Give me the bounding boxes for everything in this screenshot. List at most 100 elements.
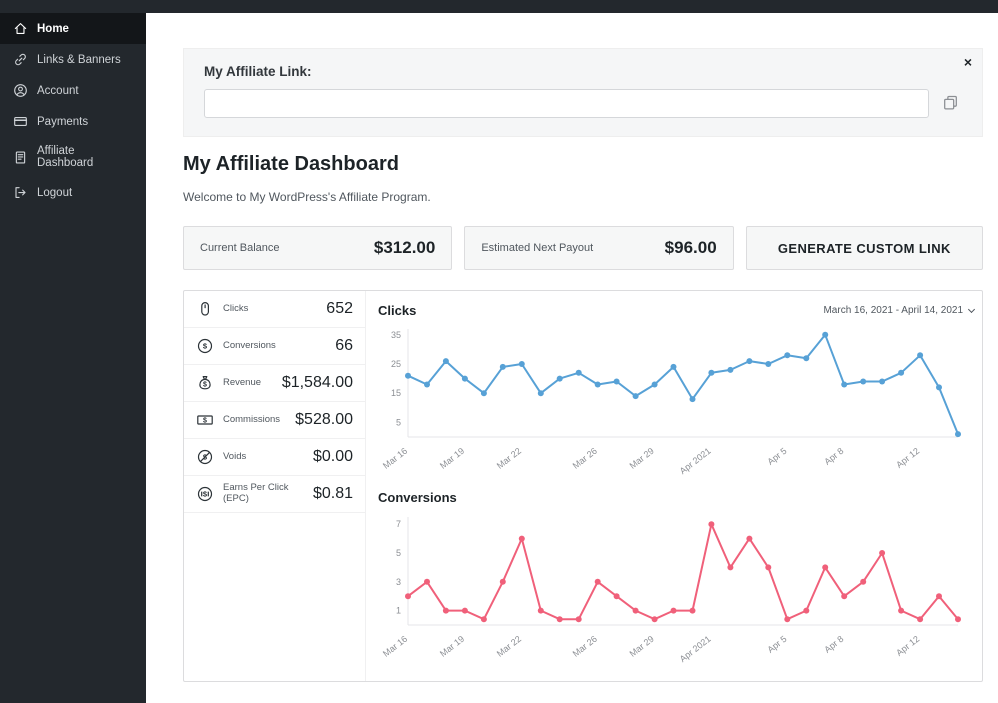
svg-text:Mar 22: Mar 22 xyxy=(495,446,523,471)
dashboard-panel: Clicks 652 $ Conversions 66 $ Revenue $1… xyxy=(183,290,983,682)
affiliate-link-panel: × My Affiliate Link: xyxy=(183,48,983,137)
svg-text:Mar 29: Mar 29 xyxy=(628,446,656,471)
date-range-selector[interactable]: March 16, 2021 - April 14, 2021 xyxy=(823,304,976,316)
svg-text:Mar 19: Mar 19 xyxy=(438,446,466,471)
copy-button[interactable] xyxy=(939,91,962,117)
stat-value: 66 xyxy=(335,337,353,354)
charts-column: Clicks March 16, 2021 - April 14, 2021 5… xyxy=(366,291,982,681)
sidebar: Home Links & Banners Account Payments Af… xyxy=(0,13,146,703)
current-balance-value: $312.00 xyxy=(373,238,436,257)
conversions-chart: 1 3 5 7 Mar 16 Mar 19 Mar 22 Mar 26 Mar 29 Apr 20… xyxy=(381,517,961,664)
svg-text:Apr 8: Apr 8 xyxy=(822,634,845,655)
svg-text:$: $ xyxy=(203,418,207,425)
top-admin-bar xyxy=(0,0,998,13)
svg-text:Mar 26: Mar 26 xyxy=(571,634,599,659)
clicks-chart: 5 15 25 35 Mar 16 Mar 19 Mar 22 Mar 26 Mar 29 Apr… xyxy=(381,329,961,476)
svg-text:Apr 8: Apr 8 xyxy=(822,446,845,467)
stat-label: Voids xyxy=(223,450,247,462)
links-icon xyxy=(13,52,28,67)
sidebar-item-logout[interactable]: Logout xyxy=(0,177,146,208)
svg-text:$: $ xyxy=(203,342,208,351)
svg-text:Apr 5: Apr 5 xyxy=(765,446,788,467)
svg-text:Mar 29: Mar 29 xyxy=(628,634,656,659)
sidebar-item-label: Logout xyxy=(37,186,73,199)
stat-row-epc: $ Earns Per Click (EPC) $0.81 xyxy=(184,476,365,513)
svg-text:25: 25 xyxy=(391,359,401,369)
next-payout-label: Estimated Next Payout xyxy=(481,242,594,254)
stat-value: 652 xyxy=(326,300,353,317)
stat-value: $1,584.00 xyxy=(281,374,353,391)
chevron-down-icon xyxy=(967,305,976,313)
svg-text:5: 5 xyxy=(396,548,401,558)
stat-row-clicks: Clicks 652 xyxy=(184,291,365,328)
svg-text:3: 3 xyxy=(396,577,401,587)
svg-text:Mar 26: Mar 26 xyxy=(571,446,599,471)
stat-value: $528.00 xyxy=(295,411,353,428)
current-balance-label: Current Balance xyxy=(200,242,280,254)
clicks-chart-title: Clicks xyxy=(378,302,417,318)
svg-text:Mar 19: Mar 19 xyxy=(438,634,466,659)
sidebar-item-label: Links & Banners xyxy=(37,53,121,66)
sidebar-item-home[interactable]: Home xyxy=(0,13,146,44)
sidebar-item-payments[interactable]: Payments xyxy=(0,106,146,137)
sidebar-item-label: Affiliate Dashboard xyxy=(37,145,94,169)
sidebar-item-label: Payments xyxy=(37,115,89,128)
svg-text:Apr 5: Apr 5 xyxy=(765,634,788,655)
stats-column: Clicks 652 $ Conversions 66 $ Revenue $1… xyxy=(184,291,366,681)
sidebar-item-links-banners[interactable]: Links & Banners xyxy=(0,44,146,75)
current-balance-card: Current Balance $312.00 xyxy=(183,226,453,270)
svg-text:35: 35 xyxy=(391,330,401,340)
stat-value: $0.00 xyxy=(312,448,353,465)
stat-label: Earns Per Click (EPC) xyxy=(223,482,289,504)
affiliate-link-input[interactable] xyxy=(204,89,929,118)
copy-icon xyxy=(941,93,960,115)
stat-row-commissions: $ Commissions $528.00 xyxy=(184,402,365,439)
svg-text:5: 5 xyxy=(396,417,401,427)
revenue-icon: $ xyxy=(196,374,216,392)
svg-text:7: 7 xyxy=(396,519,401,529)
commissions-icon: $ xyxy=(196,411,216,429)
stat-label: Commissions xyxy=(223,413,281,425)
dashboard-icon xyxy=(13,150,28,165)
affiliate-link-title: My Affiliate Link: xyxy=(204,64,312,79)
svg-text:Apr 12: Apr 12 xyxy=(894,634,921,658)
page-title: My Affiliate Dashboard xyxy=(183,153,399,175)
close-icon[interactable]: × xyxy=(963,54,972,70)
sidebar-item-account[interactable]: Account xyxy=(0,75,146,106)
stat-value: $0.81 xyxy=(312,485,353,502)
svg-text:$: $ xyxy=(203,382,207,389)
svg-text:Mar 16: Mar 16 xyxy=(381,634,409,659)
sidebar-item-affiliate-dashboard[interactable]: Affiliate Dashboard xyxy=(0,137,146,177)
summary-cards: Current Balance $312.00 Estimated Next P… xyxy=(183,226,983,270)
date-range-label: March 16, 2021 - April 14, 2021 xyxy=(823,304,963,316)
home-icon xyxy=(13,21,28,36)
main-content: × My Affiliate Link: My Affiliate Dashbo… xyxy=(146,13,998,703)
clicks-icon xyxy=(196,300,216,318)
account-icon xyxy=(13,83,28,98)
stat-label: Revenue xyxy=(223,376,262,388)
stat-row-revenue: $ Revenue $1,584.00 xyxy=(184,365,365,402)
epc-icon: $ xyxy=(196,485,216,503)
sidebar-item-label: Home xyxy=(37,22,69,35)
logout-icon xyxy=(13,185,28,200)
conversions-icon: $ xyxy=(196,337,216,355)
svg-text:Mar 22: Mar 22 xyxy=(495,634,523,659)
stat-row-voids: $ Voids $0.00 xyxy=(184,439,365,476)
next-payout-value: $96.00 xyxy=(664,238,717,257)
next-payout-card: Estimated Next Payout $96.00 xyxy=(464,226,734,270)
conversions-chart-title: Conversions xyxy=(378,489,457,505)
stat-label: Clicks xyxy=(223,302,249,314)
svg-text:Mar 16: Mar 16 xyxy=(381,446,409,471)
svg-text:Apr 2021: Apr 2021 xyxy=(678,446,713,476)
welcome-text: Welcome to My WordPress's Affiliate Prog… xyxy=(183,190,431,204)
generate-custom-link-button[interactable]: GENERATE CUSTOM LINK xyxy=(745,226,983,270)
svg-text:1: 1 xyxy=(396,606,401,616)
sidebar-item-label: Account xyxy=(37,84,79,97)
svg-text:Apr 12: Apr 12 xyxy=(894,446,921,470)
svg-text:15: 15 xyxy=(391,388,401,398)
svg-text:Apr 2021: Apr 2021 xyxy=(678,634,713,664)
stat-label: Conversions xyxy=(223,339,276,351)
svg-text:$: $ xyxy=(203,490,208,499)
voids-icon: $ xyxy=(196,448,216,466)
payments-icon xyxy=(13,114,28,129)
